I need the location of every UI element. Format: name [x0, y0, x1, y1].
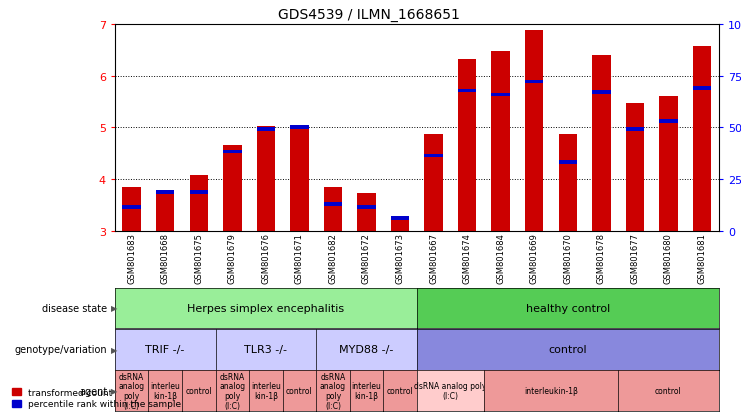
Bar — [357, 206, 376, 210]
Text: ▶: ▶ — [111, 345, 118, 354]
Bar — [256, 128, 275, 132]
Text: agent: agent — [79, 386, 107, 396]
Bar — [190, 176, 208, 231]
Bar — [592, 91, 611, 95]
Text: Herpes simplex encephalitis: Herpes simplex encephalitis — [187, 303, 345, 313]
Text: interleu
kin-1β: interleu kin-1β — [150, 381, 180, 400]
Bar — [659, 97, 678, 231]
Text: control: control — [548, 344, 587, 354]
Bar — [391, 217, 409, 221]
Text: interleukin-1β: interleukin-1β — [524, 386, 578, 395]
Bar — [425, 134, 443, 231]
Bar — [391, 220, 409, 231]
Bar — [290, 126, 308, 130]
Text: dsRNA
analog
poly
(I:C): dsRNA analog poly (I:C) — [320, 372, 346, 410]
Bar — [357, 194, 376, 231]
Text: ▶: ▶ — [111, 386, 118, 395]
Text: dsRNA analog poly
(I:C): dsRNA analog poly (I:C) — [414, 381, 487, 400]
Title: GDS4539 / ILMN_1668651: GDS4539 / ILMN_1668651 — [278, 8, 459, 22]
Bar — [290, 127, 308, 231]
Legend: transformed count, percentile rank within the sample: transformed count, percentile rank withi… — [12, 388, 182, 408]
Text: ▶: ▶ — [111, 304, 118, 313]
Bar — [592, 56, 611, 231]
Text: TRIF -/-: TRIF -/- — [145, 344, 185, 354]
Bar — [223, 146, 242, 231]
Text: control: control — [387, 386, 413, 395]
Text: dsRNA
analog
poly
(I:C): dsRNA analog poly (I:C) — [119, 372, 144, 410]
Bar — [458, 89, 476, 93]
Bar — [324, 203, 342, 206]
Bar — [559, 134, 577, 231]
Bar — [525, 81, 543, 84]
Bar — [223, 150, 242, 154]
Text: control: control — [286, 386, 313, 395]
Bar — [625, 103, 644, 231]
Text: disease state: disease state — [42, 303, 107, 313]
Bar — [156, 192, 174, 231]
Bar — [425, 154, 443, 158]
Bar — [190, 190, 208, 194]
Bar — [625, 128, 644, 132]
Text: control: control — [655, 386, 682, 395]
Text: dsRNA
analog
poly
(I:C): dsRNA analog poly (I:C) — [219, 372, 245, 410]
Bar — [122, 188, 141, 231]
Bar — [458, 60, 476, 231]
Bar — [122, 205, 141, 209]
Text: control: control — [185, 386, 212, 395]
Bar — [256, 127, 275, 231]
Text: interleu
kin-1β: interleu kin-1β — [251, 381, 281, 400]
Bar — [559, 161, 577, 164]
Bar — [324, 188, 342, 231]
Bar — [659, 120, 678, 123]
Bar — [693, 47, 711, 231]
Bar — [693, 87, 711, 91]
Text: healthy control: healthy control — [525, 303, 610, 313]
Bar — [525, 31, 543, 231]
Text: TLR3 -/-: TLR3 -/- — [245, 344, 288, 354]
Text: genotype/variation: genotype/variation — [15, 344, 107, 354]
Bar — [156, 190, 174, 194]
Bar — [491, 52, 510, 231]
Text: MYD88 -/-: MYD88 -/- — [339, 344, 393, 354]
Bar — [491, 93, 510, 97]
Text: interleu
kin-1β: interleu kin-1β — [351, 381, 382, 400]
